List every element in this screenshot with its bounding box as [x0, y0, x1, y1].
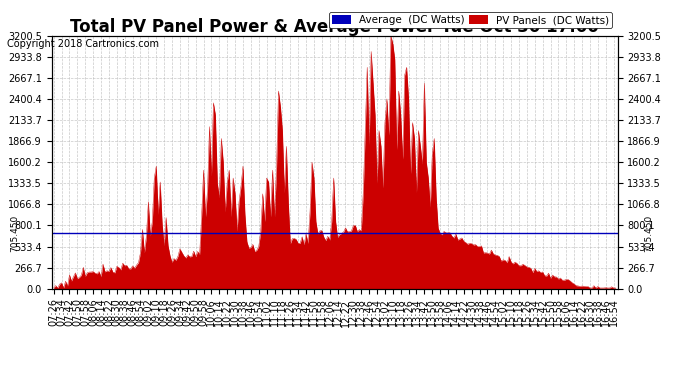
Title: Total PV Panel Power & Average Power Tue Oct 30 17:00: Total PV Panel Power & Average Power Tue… — [70, 18, 599, 36]
Text: Copyright 2018 Cartronics.com: Copyright 2018 Cartronics.com — [7, 39, 159, 50]
Text: 705.450: 705.450 — [644, 214, 653, 252]
Text: 705.450: 705.450 — [10, 214, 19, 252]
Legend: Average  (DC Watts), PV Panels  (DC Watts): Average (DC Watts), PV Panels (DC Watts) — [329, 12, 612, 28]
